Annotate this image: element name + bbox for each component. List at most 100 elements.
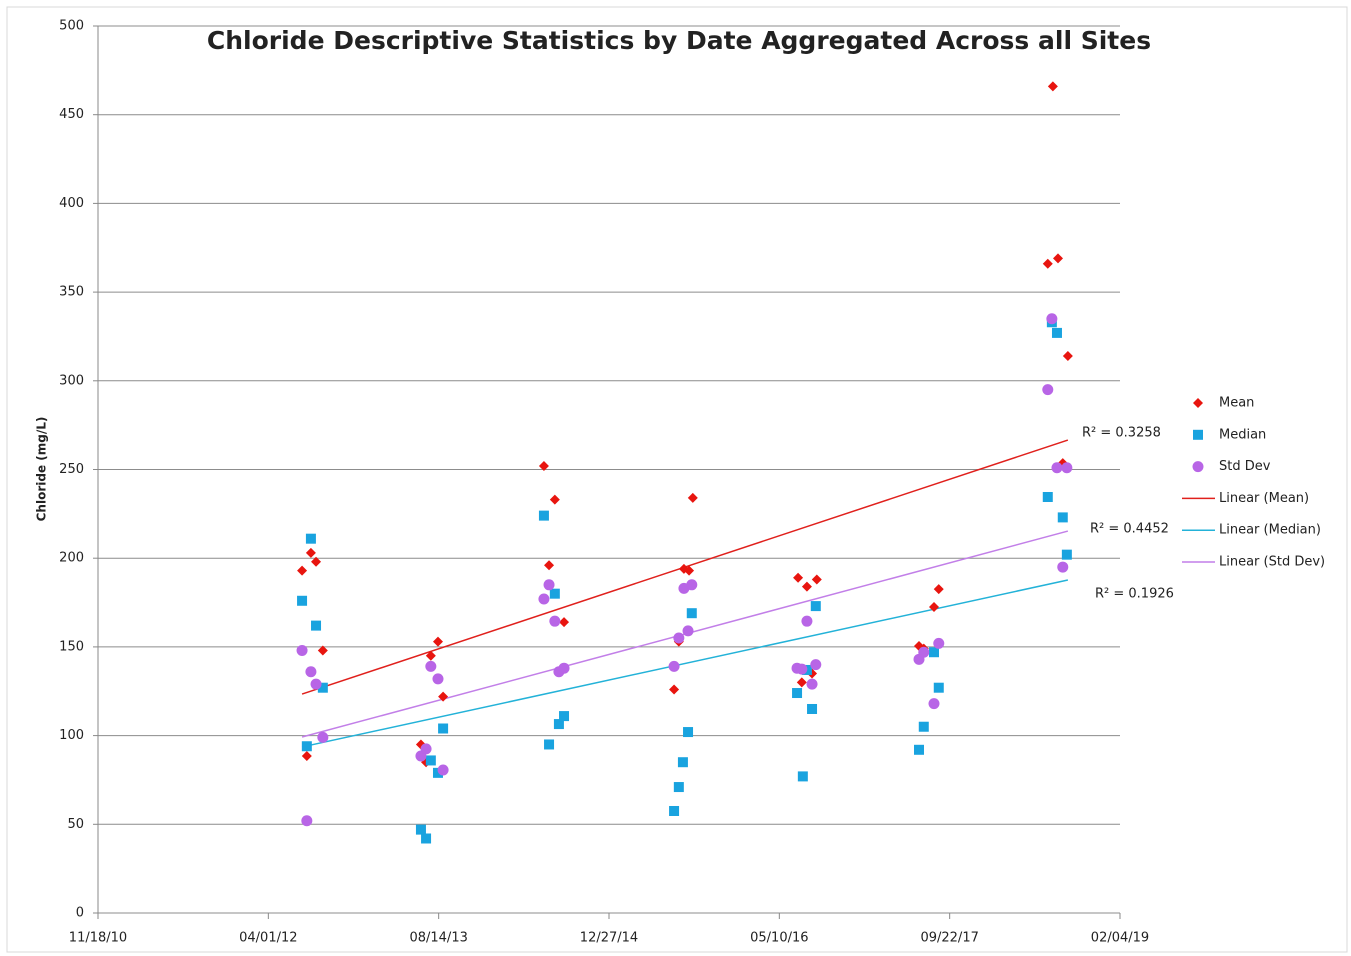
mean-marker — [801, 581, 812, 592]
median-marker — [1061, 549, 1072, 560]
mean-marker — [425, 650, 436, 661]
mean-marker — [811, 574, 822, 585]
mean-marker — [687, 492, 698, 503]
x-tick-label: 08/14/13 — [409, 931, 467, 946]
mean-marker — [1042, 258, 1053, 269]
trendline — [301, 579, 1069, 748]
mean-marker — [669, 684, 680, 695]
median-marker — [933, 682, 944, 693]
median-marker — [792, 688, 803, 699]
median-marker — [538, 510, 549, 521]
std-dev-marker — [928, 698, 940, 710]
median-marker — [438, 723, 449, 734]
std-dev-marker — [668, 660, 680, 672]
median-marker — [317, 682, 328, 693]
mean-marker — [684, 565, 695, 576]
chart-frame — [6, 6, 1348, 953]
y-tick-label: 0 — [76, 906, 84, 921]
std-dev-marker — [432, 673, 444, 685]
median-marker — [1193, 429, 1203, 440]
std-dev-marker — [682, 625, 694, 637]
std-dev-marker — [810, 659, 822, 671]
mean-marker — [297, 565, 308, 576]
median-marker — [1057, 512, 1068, 523]
mean-marker — [305, 547, 316, 558]
median-marker — [544, 739, 555, 750]
chart-title: Chloride Descriptive Statistics by Date … — [207, 26, 1151, 55]
y-tick-label: 300 — [59, 373, 84, 388]
mean-marker — [796, 677, 807, 688]
median-marker — [928, 647, 939, 658]
std-dev-marker — [806, 678, 818, 690]
mean-marker — [793, 572, 804, 583]
std-dev-marker — [1051, 462, 1063, 474]
median-marker — [559, 711, 570, 722]
std-dev-marker — [673, 632, 685, 644]
std-dev-marker — [933, 637, 945, 649]
std-dev-marker — [558, 662, 570, 674]
x-tick-label: 05/10/16 — [750, 931, 808, 946]
mean-marker — [301, 751, 312, 762]
median-marker — [432, 767, 443, 778]
median-marker — [686, 608, 697, 619]
std-dev-marker — [317, 731, 329, 743]
median-marker — [311, 620, 322, 631]
r-squared-label: R² = 0.3258 — [1082, 426, 1161, 441]
median-marker — [807, 703, 818, 714]
mean-marker — [1062, 350, 1073, 361]
legend-label: Linear (Median) — [1219, 523, 1321, 538]
median-marker — [677, 757, 688, 768]
mean-marker — [1052, 253, 1063, 264]
std-dev-marker — [1192, 461, 1204, 473]
mean-marker — [311, 556, 322, 567]
mean-marker — [544, 560, 555, 571]
x-tick-label: 11/18/10 — [69, 931, 127, 946]
median-marker — [301, 741, 312, 752]
median-marker — [553, 719, 564, 730]
median-marker — [549, 588, 560, 599]
r-squared-label: R² = 0.4452 — [1090, 522, 1169, 537]
std-dev-marker — [425, 660, 437, 672]
y-tick-label: 50 — [67, 817, 84, 832]
legend-label: Std Dev — [1219, 459, 1271, 474]
mean-marker — [317, 645, 328, 656]
std-dev-marker — [310, 678, 322, 690]
y-tick-label: 500 — [59, 19, 84, 34]
mean-marker — [559, 617, 570, 628]
mean-marker — [432, 636, 443, 647]
median-marker — [797, 771, 808, 782]
std-dev-marker — [1061, 462, 1073, 474]
std-dev-marker — [1042, 384, 1054, 396]
std-dev-marker — [796, 663, 808, 675]
legend-label: Mean — [1219, 396, 1254, 411]
y-tick-label: 250 — [59, 462, 84, 477]
median-marker — [415, 824, 426, 835]
std-dev-marker — [686, 579, 698, 591]
x-tick-label: 02/04/19 — [1091, 931, 1149, 946]
std-dev-marker — [801, 615, 813, 627]
legend-label: Linear (Mean) — [1219, 491, 1309, 506]
std-dev-marker — [301, 815, 313, 827]
r-squared-label: R² = 0.1926 — [1095, 587, 1174, 602]
median-marker — [421, 833, 432, 844]
std-dev-marker — [305, 666, 317, 678]
median-marker — [810, 601, 821, 612]
std-dev-marker — [420, 743, 432, 755]
median-marker — [673, 782, 684, 793]
median-marker — [1042, 491, 1053, 502]
std-dev-marker — [437, 764, 449, 776]
mean-marker — [1047, 81, 1058, 92]
legend-label: Linear (Std Dev) — [1219, 555, 1325, 570]
y-tick-label: 100 — [59, 728, 84, 743]
mean-marker — [549, 494, 560, 505]
x-tick-label: 09/22/17 — [920, 931, 978, 946]
y-tick-label: 150 — [59, 639, 84, 654]
std-dev-marker — [543, 579, 555, 591]
mean-marker — [538, 460, 549, 471]
std-dev-marker — [296, 644, 308, 656]
std-dev-marker — [918, 646, 930, 658]
mean-marker — [933, 584, 944, 595]
x-tick-label: 12/27/14 — [580, 931, 638, 946]
